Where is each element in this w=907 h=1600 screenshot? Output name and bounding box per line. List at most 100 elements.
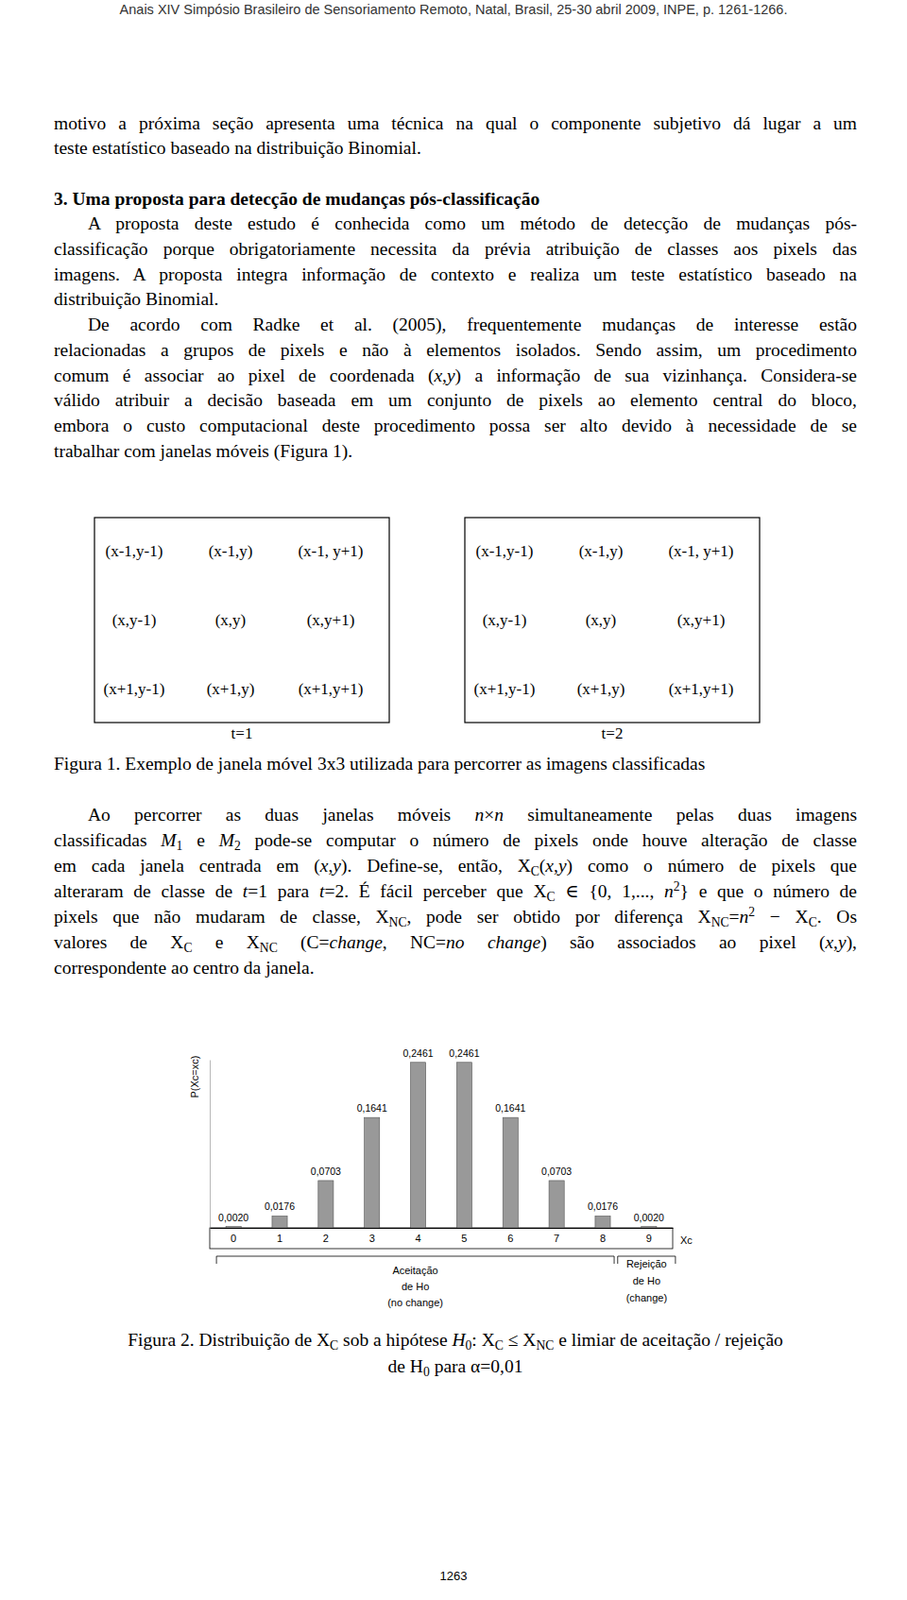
- text-run: ) são associados ao pixel (: [540, 932, 825, 953]
- text-run: y: [446, 365, 456, 386]
- text-run: , NC=: [382, 932, 446, 953]
- x-tick: 2: [323, 1228, 329, 1245]
- text-run: ×: [483, 804, 495, 825]
- text-run: n: [664, 881, 674, 902]
- x-tick-label: 7: [553, 1232, 560, 1245]
- text-run: ,: [833, 932, 839, 953]
- paragraph-line: pixels que não mudaram de classe, XNC, p…: [53, 904, 857, 930]
- text-run: t: [242, 881, 248, 902]
- text-run: 2: [673, 879, 681, 894]
- text-run: de H: [388, 1356, 424, 1377]
- chart: 0,0020 0,0176 0,0703 0,1641 0,2461 0,2461 0,16…: [188, 1047, 693, 1309]
- text-run: ∈ {0, 1,...,: [555, 881, 665, 902]
- data-label: 0,0703: [541, 1165, 572, 1178]
- window-frame: [94, 517, 390, 723]
- paragraph-line: válido atribuir a decisão baseada em um …: [53, 387, 857, 413]
- paragraph-line: classificação porque obrigatoriamente ne…: [53, 236, 857, 262]
- bar: [272, 1215, 288, 1229]
- bar: [410, 1062, 427, 1229]
- paragraph-line: valores de XC e XNC (C=change, NC=no cha…: [53, 929, 857, 956]
- paragraph-line: classificadas M1 e M2 pode-se computar o…: [53, 827, 857, 854]
- text-run: n: [739, 907, 750, 927]
- text-run: ). Define-se, então, X: [341, 855, 531, 876]
- cell-label: (x+1,y+1): [668, 680, 735, 699]
- cell-label: (x-1, y+1): [297, 542, 363, 561]
- x-tick-label: 0: [230, 1232, 237, 1245]
- text-run: y: [838, 932, 847, 953]
- text-run: , pode ser obtido por diferença X: [407, 907, 712, 927]
- text-run: x: [824, 932, 834, 953]
- x-tick-label: 3: [369, 1232, 376, 1245]
- text-run: 0: [423, 1365, 430, 1380]
- y-axis-line: [209, 1061, 211, 1230]
- text-run: y: [558, 855, 567, 876]
- data-label: 0,0020: [633, 1212, 665, 1224]
- y-axis: [209, 1061, 211, 1230]
- data-label: 0,2461: [403, 1047, 434, 1060]
- text-run: NC: [535, 1338, 554, 1353]
- paragraph-line: motivo a próxima seção apresenta uma téc…: [53, 110, 857, 137]
- cell-label: (x+1,y-1): [103, 680, 166, 699]
- text-run: C: [183, 941, 192, 956]
- text-run: ,: [553, 855, 559, 876]
- text-run: n: [494, 804, 504, 825]
- paragraph-line: correspondente ao centro da janela.: [53, 955, 857, 981]
- bar: [595, 1215, 611, 1229]
- text-run: M: [219, 830, 235, 851]
- text-run: (: [539, 855, 547, 876]
- data-label: 0,1641: [357, 1102, 388, 1114]
- cell-label: (x-1,y-1): [105, 542, 164, 561]
- text-run: M: [160, 830, 176, 851]
- x-tick-label: 6: [507, 1232, 514, 1245]
- text-run: ,: [327, 855, 333, 876]
- text-run: : X: [471, 1330, 495, 1351]
- page-number: 1263: [0, 1569, 907, 1584]
- x-tick-label: 4: [415, 1232, 422, 1245]
- text-run: C: [329, 1338, 339, 1353]
- data-label: 0,0703: [310, 1165, 342, 1178]
- cell-label: (x+1,y): [206, 680, 256, 699]
- text-run: classificadas: [53, 830, 161, 851]
- x-tick: 4: [415, 1228, 422, 1245]
- text-run: comum é associar ao pixel de coordenada …: [53, 365, 434, 386]
- text-run: ) como o número de pixels que: [566, 855, 857, 876]
- window-frame: [464, 517, 760, 723]
- bar: [456, 1062, 472, 1229]
- bar: [548, 1180, 565, 1229]
- paragraph-line: A proposta deste estudo é conhecida como…: [53, 210, 857, 237]
- x-tick: 7: [553, 1228, 560, 1245]
- bar: [318, 1180, 334, 1229]
- text-run: . Os: [817, 907, 857, 927]
- bar: [641, 1227, 657, 1229]
- text-run: ),: [846, 932, 857, 953]
- data-label: 0,2461: [448, 1047, 480, 1060]
- region-bracket: [216, 1256, 615, 1265]
- x-axis: 0123456789: [210, 1228, 674, 1245]
- region-annotation: Aceitaçãode Ho(no change): [216, 1256, 615, 1309]
- data-label: 0,0176: [264, 1200, 295, 1213]
- cell-label: (x,y+1): [677, 611, 726, 630]
- text-run: x: [433, 365, 443, 386]
- moving-window: (x-1,y-1)(x-1,y)(x-1, y+1)(x,y-1)(x,y)(x…: [464, 517, 760, 743]
- text-run: y: [332, 855, 342, 876]
- bar: [225, 1227, 241, 1229]
- cell-label: (x-1,y): [579, 542, 624, 561]
- cell-label: (x+1,y+1): [298, 680, 364, 699]
- data-label: 0,1641: [495, 1102, 526, 1114]
- text-run: =: [729, 907, 740, 927]
- x-tick-label: 2: [323, 1232, 329, 1245]
- region-label: Rejeição: [626, 1258, 668, 1270]
- text-run: em cada janela centrada em (: [53, 855, 321, 876]
- text-run: n: [474, 804, 484, 825]
- figure-caption: Figura 2. Distribuição de XC sob a hipót…: [53, 1327, 857, 1353]
- figure-caption: Figura 1. Exemplo de janela móvel 3x3 ut…: [53, 751, 857, 777]
- paragraph-line: relacionadas a grupos de pixels e não à …: [53, 337, 857, 363]
- text-run: =2. É fácil perceber que X: [324, 881, 547, 902]
- text-run: x: [320, 855, 329, 876]
- text-run: C: [546, 889, 555, 905]
- window-label: t=2: [601, 724, 624, 743]
- text-run: alteraram de classe de: [53, 881, 243, 902]
- paragraph-line: imagens. A proposta integra informação d…: [53, 261, 857, 288]
- text-run: ≤ X: [503, 1330, 537, 1351]
- x-tick: 1: [276, 1228, 283, 1245]
